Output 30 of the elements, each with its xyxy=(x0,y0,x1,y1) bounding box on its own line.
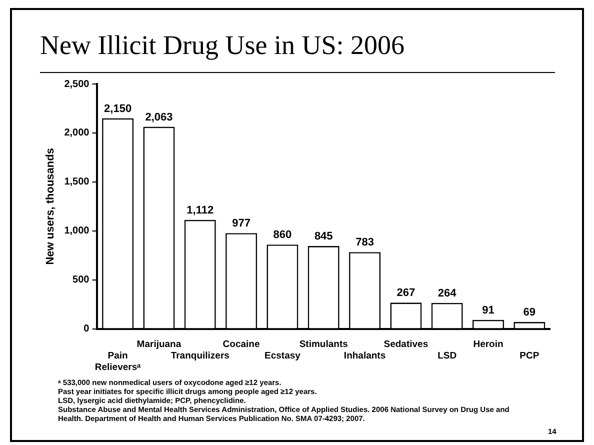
y-tick-label: 1,000 xyxy=(64,226,90,237)
x-tick-label: Inhalants xyxy=(344,350,386,362)
data-label: 783 xyxy=(356,236,374,249)
chart-title: New Illicit Drug Use in US: 2006 xyxy=(40,30,404,61)
x-tick-label: Pain Relieversᵃ xyxy=(94,350,142,373)
data-label: 267 xyxy=(396,287,416,300)
y-tick-label: 2,000 xyxy=(64,128,90,139)
data-label: 91 xyxy=(482,304,494,316)
x-tick-label: Marijuana xyxy=(136,339,182,350)
x-tick-label: Stimulants xyxy=(299,339,348,350)
data-label: 2,063 xyxy=(145,111,173,124)
data-label: 69 xyxy=(523,306,536,319)
x-tick-label: Sedatives xyxy=(384,339,428,350)
data-label: 2,150 xyxy=(104,102,132,115)
x-tick-label: LSD xyxy=(438,350,457,362)
data-label: 977 xyxy=(232,218,250,230)
x-tick-label: Cocaine xyxy=(222,339,260,350)
data-label: 845 xyxy=(314,230,333,243)
x-tick-label: Ecstasy xyxy=(264,350,302,362)
y-tick-label: 2,500 xyxy=(64,78,90,90)
x-tick-label: PCP xyxy=(520,350,540,362)
y-tick-label: 1,500 xyxy=(64,176,90,188)
data-label: 860 xyxy=(273,229,292,242)
data-label: 264 xyxy=(438,287,458,300)
data-label: 1,112 xyxy=(186,204,214,216)
x-tick-label: Tranquilizers xyxy=(170,350,230,362)
y-axis-title: New users, thousands xyxy=(44,148,57,265)
x-tick-label: Heroin xyxy=(473,339,504,350)
y-tick-label: 0 xyxy=(84,324,90,335)
y-tick-label: 500 xyxy=(72,274,90,286)
